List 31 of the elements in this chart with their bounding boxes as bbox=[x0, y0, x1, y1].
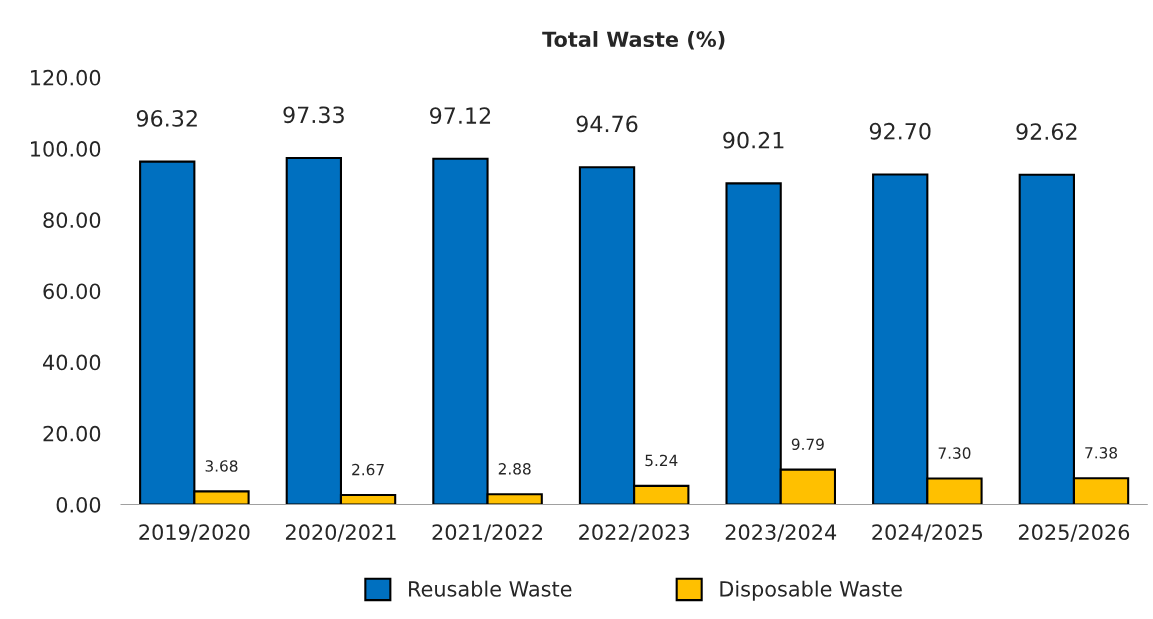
data-label: 9.79 bbox=[791, 438, 824, 451]
data-label: 92.70 bbox=[869, 122, 931, 140]
y-tick-label: 20.00 bbox=[43, 425, 101, 442]
data-label: 7.30 bbox=[938, 447, 971, 459]
data-label: 97.12 bbox=[430, 107, 491, 124]
y-tick-label: 100.00 bbox=[31, 141, 101, 157]
data-label: 5.24 bbox=[645, 454, 678, 467]
data-label: 96.32 bbox=[136, 109, 197, 127]
data-label: 94.76 bbox=[576, 115, 638, 133]
x-tick-label: 2025/2026 bbox=[1018, 524, 1130, 542]
y-tick-label: 0.00 bbox=[56, 496, 101, 513]
data-label: 90.21 bbox=[723, 131, 784, 149]
legend-label: Disposable Waste bbox=[720, 580, 902, 601]
y-tick-label: 120.00 bbox=[31, 69, 101, 86]
x-tick-label: 2019/2020 bbox=[139, 524, 250, 542]
y-tick-label: 80.00 bbox=[43, 212, 101, 228]
data-label: 2.88 bbox=[498, 463, 531, 475]
data-label: 92.62 bbox=[1016, 123, 1077, 140]
y-tick-label: 60.00 bbox=[43, 283, 101, 300]
y-tick-label: 40.00 bbox=[43, 354, 101, 371]
x-tick-label: 2024/2025 bbox=[872, 524, 983, 542]
x-tick-label: 2023/2024 bbox=[725, 524, 837, 542]
data-label: 7.38 bbox=[1085, 447, 1118, 459]
x-tick-label: 2021/2022 bbox=[432, 524, 542, 542]
data-label: 3.68 bbox=[205, 460, 238, 472]
data-label: 97.33 bbox=[283, 106, 344, 124]
legend-label: Reusable Waste bbox=[409, 580, 572, 597]
chart-title: Total Waste (%) bbox=[542, 30, 725, 50]
x-tick-label: 2022/2023 bbox=[579, 524, 690, 542]
data-label: 2.67 bbox=[352, 463, 384, 476]
x-tick-label: 2020/2021 bbox=[285, 524, 396, 542]
